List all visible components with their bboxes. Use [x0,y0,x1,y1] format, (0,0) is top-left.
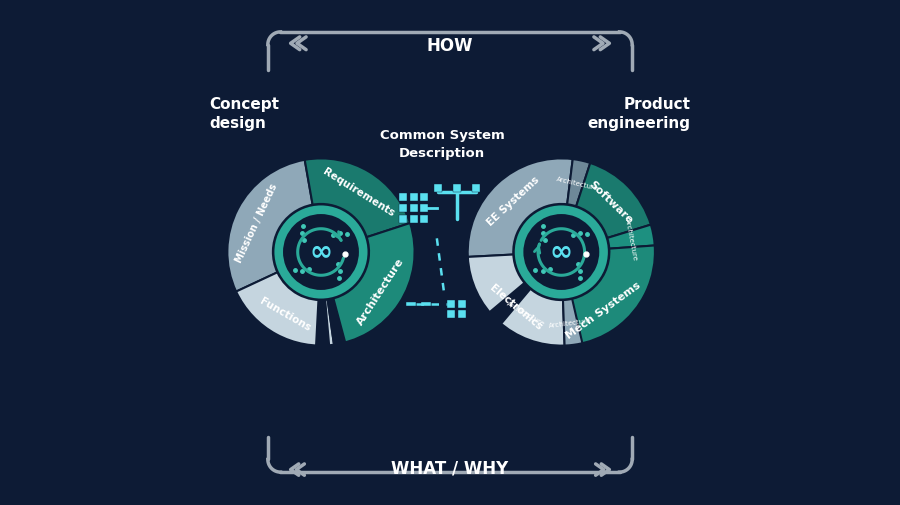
Text: Requirements: Requirements [321,167,396,219]
Bar [457,311,465,319]
Text: Mech Systems: Mech Systems [563,279,643,340]
Bar [421,303,431,307]
Text: Architecture: Architecture [548,317,591,328]
Bar [453,185,461,193]
Text: ∞: ∞ [550,237,573,265]
Text: Mission / Needs: Mission / Needs [234,182,280,264]
Text: Software: Software [587,178,634,225]
Wedge shape [563,299,582,346]
Wedge shape [316,300,329,346]
Text: WHAT / WHY: WHAT / WHY [392,458,508,476]
Wedge shape [236,273,334,346]
Wedge shape [468,159,572,258]
Text: EE Systems: EE Systems [485,174,541,227]
Bar [457,300,465,308]
Bar [420,205,428,213]
Text: Architecture: Architecture [555,176,598,191]
Wedge shape [328,299,346,345]
Bar [420,194,428,202]
Bar [399,194,407,202]
Bar [447,300,455,308]
Wedge shape [305,159,410,238]
Text: Product
engineering: Product engineering [588,97,690,130]
Bar [399,205,407,213]
Bar [420,215,428,223]
Wedge shape [504,290,544,339]
Bar [410,194,418,202]
Bar [410,205,418,213]
Wedge shape [567,160,590,207]
Wedge shape [515,206,608,299]
Bar [447,311,455,319]
Text: Architecture: Architecture [355,256,406,326]
Text: Electronics: Electronics [488,282,544,331]
Wedge shape [576,164,651,238]
Text: ∞: ∞ [310,237,332,265]
Text: Common System
Description: Common System Description [380,128,504,160]
Wedge shape [526,246,655,346]
Wedge shape [608,225,654,249]
Text: Functions: Functions [258,295,312,332]
Wedge shape [274,206,367,299]
Wedge shape [228,161,312,292]
Text: Architecture: Architecture [506,300,546,327]
Bar [407,303,416,307]
Bar [434,185,442,193]
Wedge shape [468,255,564,346]
Circle shape [274,206,367,299]
Text: HOW: HOW [427,36,473,55]
Bar [472,185,481,193]
Bar [399,215,407,223]
Text: Architecture: Architecture [624,217,638,261]
Bar [410,215,418,223]
Wedge shape [490,283,530,324]
Circle shape [515,206,608,299]
Text: Concept
design: Concept design [210,97,280,130]
Wedge shape [325,224,415,345]
